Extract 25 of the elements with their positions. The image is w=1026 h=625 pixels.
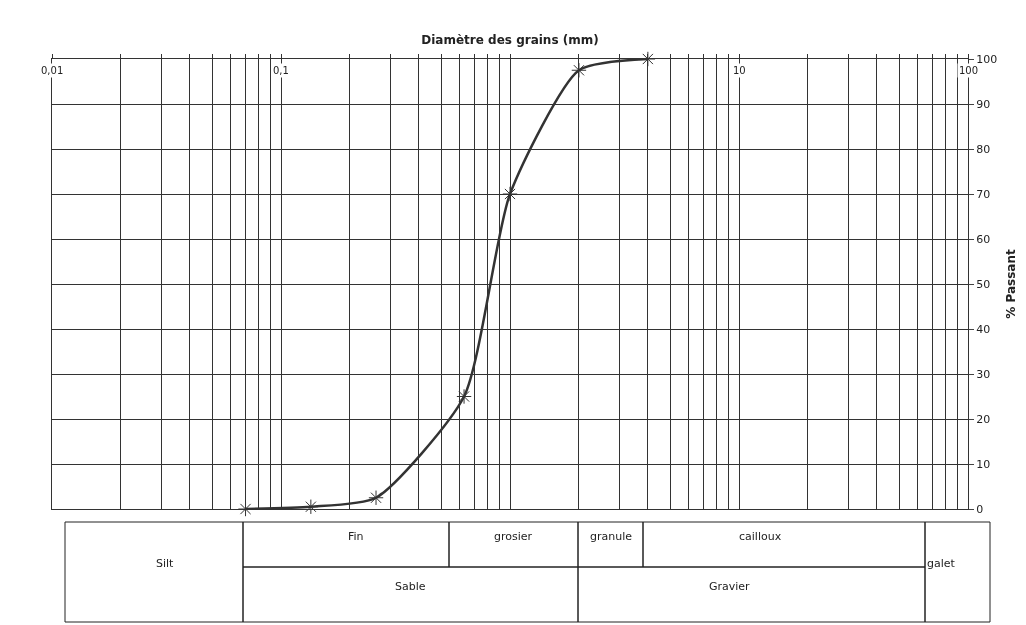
y-tick-label: 10 [976,457,991,471]
y-tick-label: 90 [976,97,991,111]
x-axis-title: Diamètre des grains (mm) [421,33,599,48]
y-tick-label: 50 [976,277,991,291]
text: galet [927,557,956,570]
text: Fin [348,530,364,543]
y-tick-label: 70 [976,187,991,201]
x-tick-label: 10 [733,65,746,76]
y-tick-label: 0 [976,502,984,516]
text: Sable [395,580,426,593]
y-axis-title: % Passant [1004,249,1019,319]
y-tick-label: 80 [976,142,991,156]
y-tick-label: 20 [976,412,991,426]
text: Gravier [709,580,751,593]
text: Silt [156,557,175,570]
y-tick-label: 100 [976,52,998,66]
text: granule [590,530,633,543]
x-tick-label: 0,01 [41,65,64,76]
text: cailloux [739,530,782,543]
y-tick-label: 40 [976,322,991,336]
text: grosier [494,530,533,543]
y-tick-label: 30 [976,367,991,381]
y-tick-label: 60 [976,232,991,246]
x-tick-label: 0,1 [273,65,289,76]
x-tick-label: 100 [959,65,979,76]
